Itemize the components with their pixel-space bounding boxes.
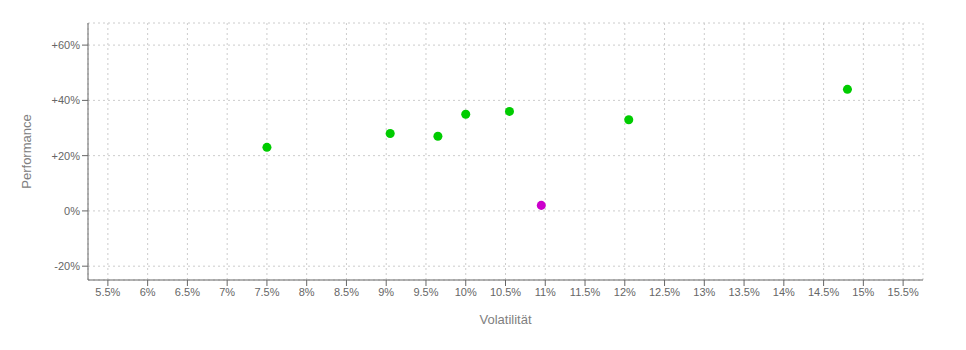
svg-text:10.5%: 10.5% [490, 286, 521, 298]
svg-text:5.5%: 5.5% [95, 286, 120, 298]
svg-text:10%: 10% [455, 286, 477, 298]
svg-text:12%: 12% [614, 286, 636, 298]
svg-text:15.5%: 15.5% [888, 286, 919, 298]
svg-text:+60%: +60% [52, 39, 81, 51]
svg-text:Volatilität: Volatilität [479, 312, 531, 327]
svg-text:13%: 13% [693, 286, 715, 298]
svg-text:13.5%: 13.5% [728, 286, 759, 298]
svg-text:14.5%: 14.5% [808, 286, 839, 298]
svg-text:-20%: -20% [54, 260, 80, 272]
svg-text:9.5%: 9.5% [413, 286, 438, 298]
svg-text:12.5%: 12.5% [649, 286, 680, 298]
svg-text:+40%: +40% [52, 94, 81, 106]
svg-text:14%: 14% [773, 286, 795, 298]
svg-text:11%: 11% [535, 286, 556, 298]
svg-text:7.5%: 7.5% [254, 286, 279, 298]
svg-text:Performance: Performance [19, 114, 34, 188]
svg-text:0%: 0% [64, 205, 80, 217]
svg-text:6.5%: 6.5% [175, 286, 200, 298]
svg-text:7%: 7% [219, 286, 235, 298]
svg-text:11.5%: 11.5% [570, 286, 601, 298]
svg-text:8.5%: 8.5% [334, 286, 359, 298]
svg-text:6%: 6% [140, 286, 156, 298]
svg-text:+20%: +20% [52, 150, 81, 162]
svg-text:9%: 9% [378, 286, 394, 298]
svg-text:15%: 15% [852, 286, 874, 298]
svg-text:8%: 8% [299, 286, 315, 298]
